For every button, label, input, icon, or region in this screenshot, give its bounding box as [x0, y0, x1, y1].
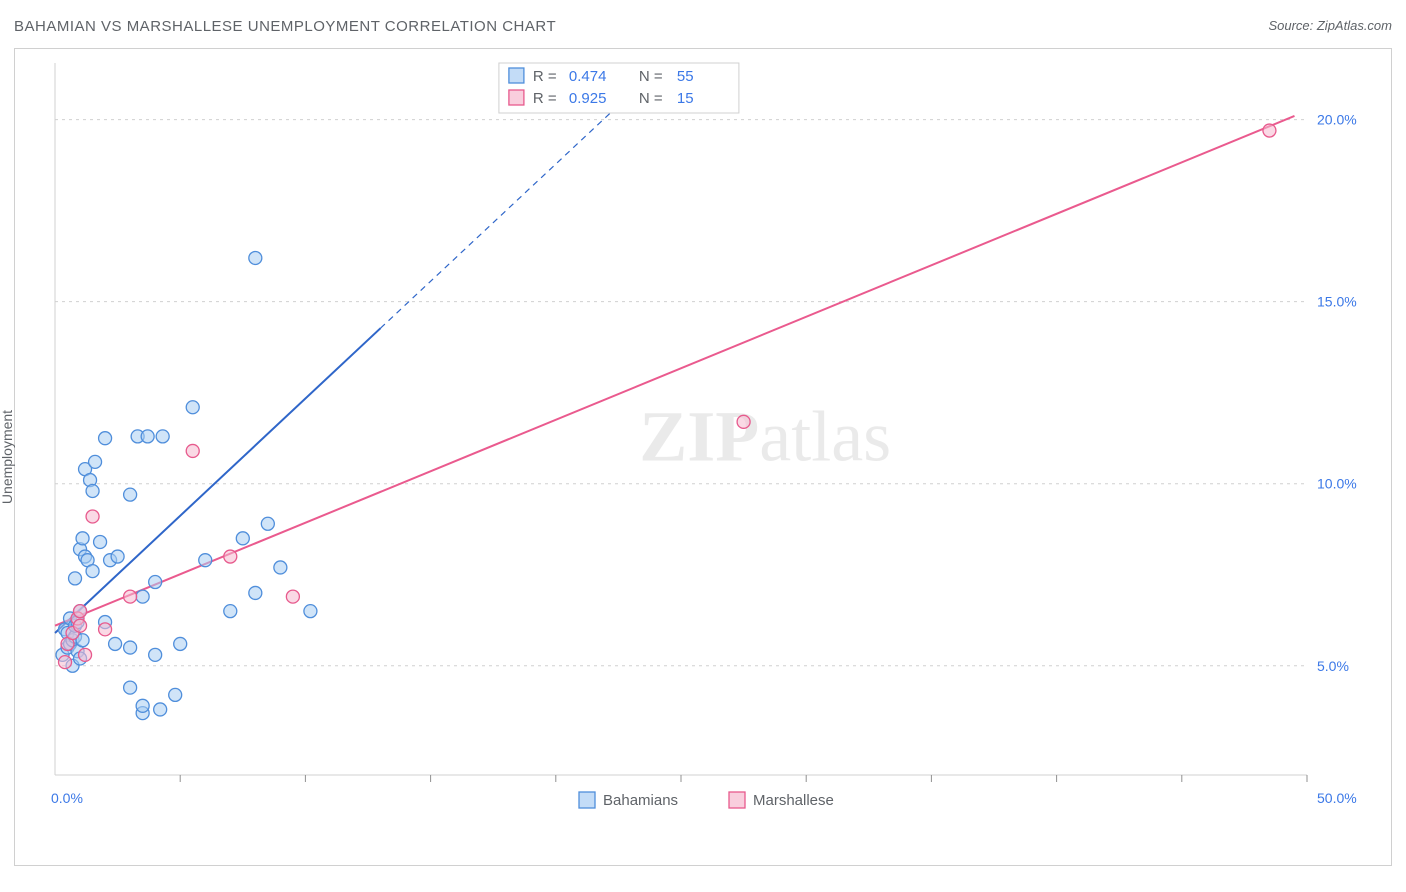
stats-r-value: 0.474	[569, 68, 607, 85]
data-point	[136, 590, 149, 603]
data-point	[74, 619, 87, 632]
data-point	[224, 605, 237, 618]
data-point	[186, 444, 199, 457]
data-point	[94, 535, 107, 548]
data-point	[274, 561, 287, 574]
stats-swatch	[509, 68, 524, 83]
data-point	[109, 637, 122, 650]
legend-swatch	[729, 792, 745, 808]
chart-svg: 5.0% 10.0% 15.0% 20.0% 0.0% 50.0% ZIPatlas R = 0…	[47, 61, 1377, 829]
legend-label: Marshallese	[753, 792, 834, 809]
stats-n-label: N =	[639, 68, 663, 85]
legend-label: Bahamians	[603, 792, 678, 809]
data-point	[1263, 124, 1276, 137]
data-point	[79, 648, 92, 661]
data-point	[86, 485, 99, 498]
legend-swatch	[579, 792, 595, 808]
data-point	[99, 432, 112, 445]
data-point	[86, 565, 99, 578]
data-point	[224, 550, 237, 563]
trend-line	[55, 328, 381, 633]
stats-swatch	[509, 90, 524, 105]
stats-n-value: 55	[677, 68, 694, 85]
data-point	[286, 590, 299, 603]
data-point	[124, 681, 137, 694]
chart-source: Source: ZipAtlas.com	[1268, 18, 1392, 33]
data-point	[737, 415, 750, 428]
scatter-plot: 5.0% 10.0% 15.0% 20.0% 0.0% 50.0% ZIPatlas R = 0…	[47, 61, 1377, 829]
data-point	[199, 554, 212, 567]
plot-container: Unemployment 5.0%10.0%15.0%20.0%0.0%50.0…	[14, 48, 1392, 866]
data-point	[304, 605, 317, 618]
stats-r-label: R =	[533, 68, 557, 85]
data-point	[76, 532, 89, 545]
data-point	[236, 532, 249, 545]
data-point	[124, 488, 137, 501]
x-end-label: 50.0%	[1317, 790, 1357, 806]
data-point	[124, 590, 137, 603]
trend-line	[55, 116, 1294, 626]
data-point	[149, 648, 162, 661]
chart-header: BAHAMIAN VS MARSHALLESE UNEMPLOYMENT COR…	[14, 18, 1392, 42]
source-name: ZipAtlas.com	[1317, 18, 1392, 33]
data-point	[249, 586, 262, 599]
data-point	[69, 572, 82, 585]
data-point	[74, 605, 87, 618]
y-axis-label: Unemployment	[0, 410, 15, 504]
data-point	[111, 550, 124, 563]
data-point	[154, 703, 167, 716]
data-point	[86, 510, 99, 523]
data-point	[124, 641, 137, 654]
y-tick-label: 5.0%	[1317, 658, 1349, 674]
y-tick-label: 15.0%	[1317, 294, 1357, 310]
data-point	[89, 455, 102, 468]
y-tick-label: 10.0%	[1317, 476, 1357, 492]
data-point	[59, 656, 72, 669]
data-point	[141, 430, 154, 443]
watermark: ZIPatlas	[639, 396, 891, 476]
data-point	[99, 623, 112, 636]
source-prefix: Source:	[1268, 18, 1316, 33]
chart-title: BAHAMIAN VS MARSHALLESE UNEMPLOYMENT COR…	[14, 18, 556, 35]
stats-r-value: 0.925	[569, 90, 607, 107]
data-point	[136, 699, 149, 712]
data-point	[261, 517, 274, 530]
data-point	[149, 576, 162, 589]
y-tick-label: 20.0%	[1317, 112, 1357, 128]
data-point	[249, 251, 262, 264]
stats-n-value: 15	[677, 90, 694, 107]
data-point	[186, 401, 199, 414]
stats-n-label: N =	[639, 90, 663, 107]
data-point	[174, 637, 187, 650]
data-point	[156, 430, 169, 443]
data-point	[169, 688, 182, 701]
stats-r-label: R =	[533, 90, 557, 107]
x-origin-label: 0.0%	[51, 790, 83, 806]
